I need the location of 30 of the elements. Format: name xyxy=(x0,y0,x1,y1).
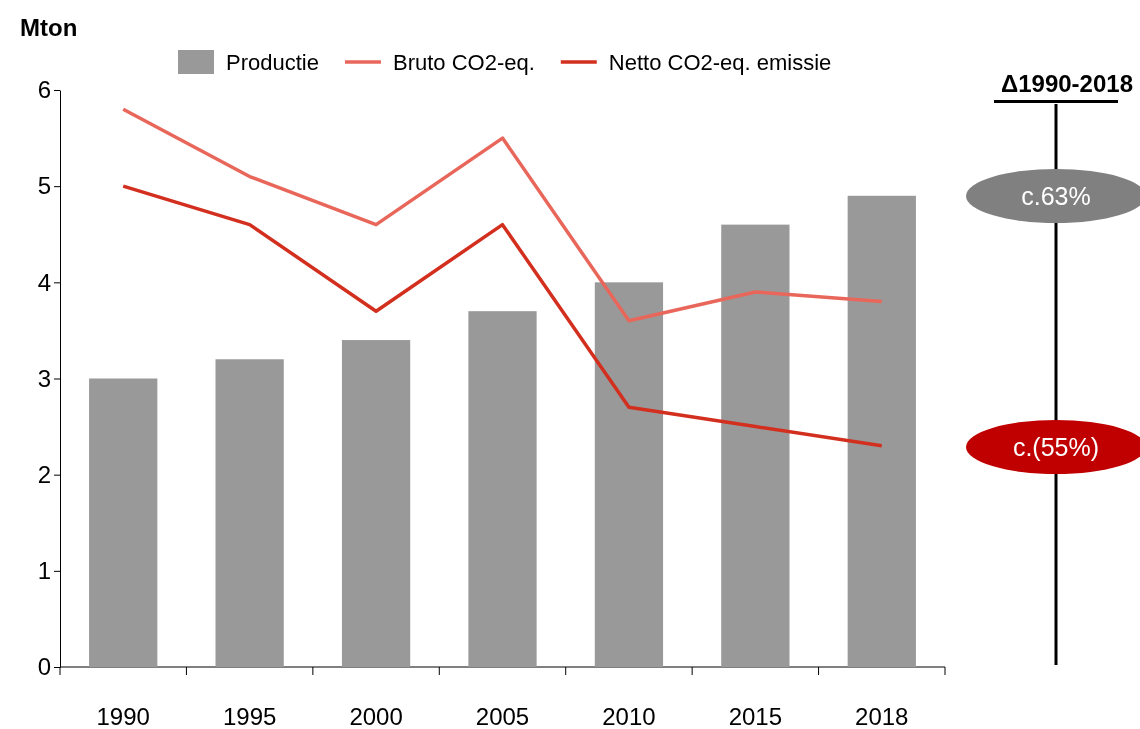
y-tick-label: 2 xyxy=(37,460,51,488)
x-tick-label: 2018 xyxy=(855,703,909,729)
legend-label: Netto CO2-eq. emissie xyxy=(608,50,832,75)
y-tick-label: 1 xyxy=(37,557,51,585)
x-tick-label: 2010 xyxy=(602,703,656,729)
x-tick-label: 1995 xyxy=(222,703,277,729)
y-tick-label: 5 xyxy=(37,172,51,200)
y-tick-label: 3 xyxy=(37,364,51,392)
y-tick-label: 4 xyxy=(37,268,51,296)
y-tick-label: 0 xyxy=(37,653,51,681)
line-series xyxy=(121,107,884,323)
bar xyxy=(721,224,790,667)
bar xyxy=(341,340,411,667)
x-tick-label: 2005 xyxy=(475,703,530,729)
bar xyxy=(594,282,664,667)
line-series xyxy=(121,184,884,448)
text: c.(55%) xyxy=(1012,433,1100,461)
x-tick-label: 2015 xyxy=(728,703,783,729)
legend-label: Productie xyxy=(226,50,319,75)
bar xyxy=(89,378,158,667)
y-tick-label: 6 xyxy=(37,76,51,104)
bar xyxy=(468,311,537,667)
text: c.63% xyxy=(1021,182,1091,210)
bar xyxy=(215,359,284,667)
x-tick-label: 1990 xyxy=(96,703,150,729)
bar xyxy=(847,195,916,667)
x-tick-label: 2000 xyxy=(349,703,403,729)
y-axis-title: Mton xyxy=(20,14,78,41)
text: Δ1990-2018 xyxy=(1000,70,1133,97)
legend-label: Bruto CO2-eq. xyxy=(392,50,535,75)
